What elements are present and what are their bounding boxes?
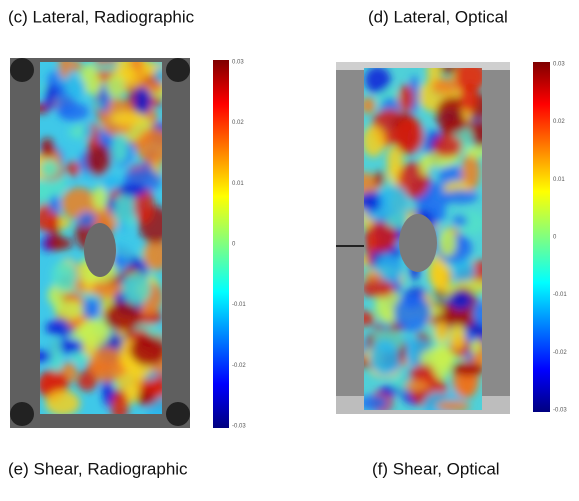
grip <box>166 402 190 426</box>
blob <box>45 237 73 251</box>
caption: (c) Lateral, Radiographic <box>8 7 195 26</box>
colorbar-tick-label: 0.02 <box>553 119 565 125</box>
blob <box>117 219 127 232</box>
colorbar-tick-label: -0.03 <box>232 424 246 430</box>
blob <box>365 66 391 93</box>
colorbar <box>213 60 229 428</box>
blob <box>51 260 77 291</box>
blob <box>130 335 166 366</box>
colorbar-tick-label: 0.03 <box>553 62 565 68</box>
blob <box>379 185 408 215</box>
blob <box>83 123 93 139</box>
blob <box>111 133 128 163</box>
colorbar-tick-label: 0 <box>232 242 236 248</box>
grip <box>10 402 34 426</box>
figure: (c) Lateral, Radiographic (d) Lateral, O… <box>0 0 579 496</box>
blob <box>430 208 445 221</box>
colorbar-tick-label: 0 <box>553 235 557 241</box>
caption: (f) Shear, Optical <box>372 459 500 478</box>
blob <box>134 87 151 116</box>
blob <box>470 340 481 354</box>
blob <box>432 345 452 380</box>
blob <box>405 380 429 392</box>
colorbar-tick-label: -0.03 <box>553 408 567 414</box>
colorbar-tick-label: 0.01 <box>553 177 565 183</box>
blob <box>438 228 456 256</box>
blob <box>40 138 55 158</box>
grip <box>166 58 190 82</box>
blob <box>449 291 472 310</box>
blob <box>431 263 451 291</box>
colorbar-tick-label: 0.01 <box>232 181 244 187</box>
blob <box>398 85 414 113</box>
colorbar-tick-label: -0.01 <box>232 302 246 308</box>
blob <box>106 74 126 97</box>
blob <box>434 321 449 343</box>
blob <box>104 302 140 331</box>
blob <box>149 82 164 93</box>
hole <box>84 223 116 277</box>
blob <box>78 319 109 348</box>
colorbar-tick-label: -0.02 <box>232 363 246 369</box>
colorbar-tick-label: -0.01 <box>553 292 567 298</box>
blob <box>369 340 399 376</box>
blob <box>460 83 479 111</box>
blob <box>59 50 70 79</box>
caption: (d) Lateral, Optical <box>368 7 508 26</box>
blob <box>449 325 465 350</box>
blob <box>444 190 478 204</box>
blob <box>453 215 467 226</box>
colorbar-tick-label: -0.02 <box>553 350 567 356</box>
blob <box>111 111 146 125</box>
blob <box>436 401 470 412</box>
blob <box>451 362 484 376</box>
blob <box>77 371 97 391</box>
blob <box>453 260 475 281</box>
blob <box>45 390 80 416</box>
blob <box>433 135 462 157</box>
blob <box>362 125 385 157</box>
caption: (e) Shear, Radiographic <box>8 459 188 478</box>
blob <box>394 294 431 332</box>
blob <box>360 279 394 298</box>
colorbar-tick-label: 0.02 <box>232 120 244 126</box>
blob <box>45 84 56 110</box>
colorbar <box>533 62 550 412</box>
colorbar-tick-label: 0.03 <box>232 60 244 66</box>
blob <box>117 184 147 196</box>
blob <box>375 171 385 187</box>
blob <box>58 102 89 121</box>
hole <box>399 214 437 272</box>
blob <box>93 62 119 72</box>
blob <box>93 186 107 210</box>
blob <box>122 272 151 305</box>
blob <box>51 337 62 373</box>
grip <box>10 58 34 82</box>
blob <box>78 212 96 226</box>
blob <box>54 300 86 318</box>
blob <box>67 161 80 177</box>
blob <box>40 159 60 178</box>
blob <box>49 195 60 213</box>
blob <box>394 117 424 154</box>
blob <box>82 298 100 320</box>
blob <box>137 391 155 407</box>
blob <box>419 155 430 176</box>
